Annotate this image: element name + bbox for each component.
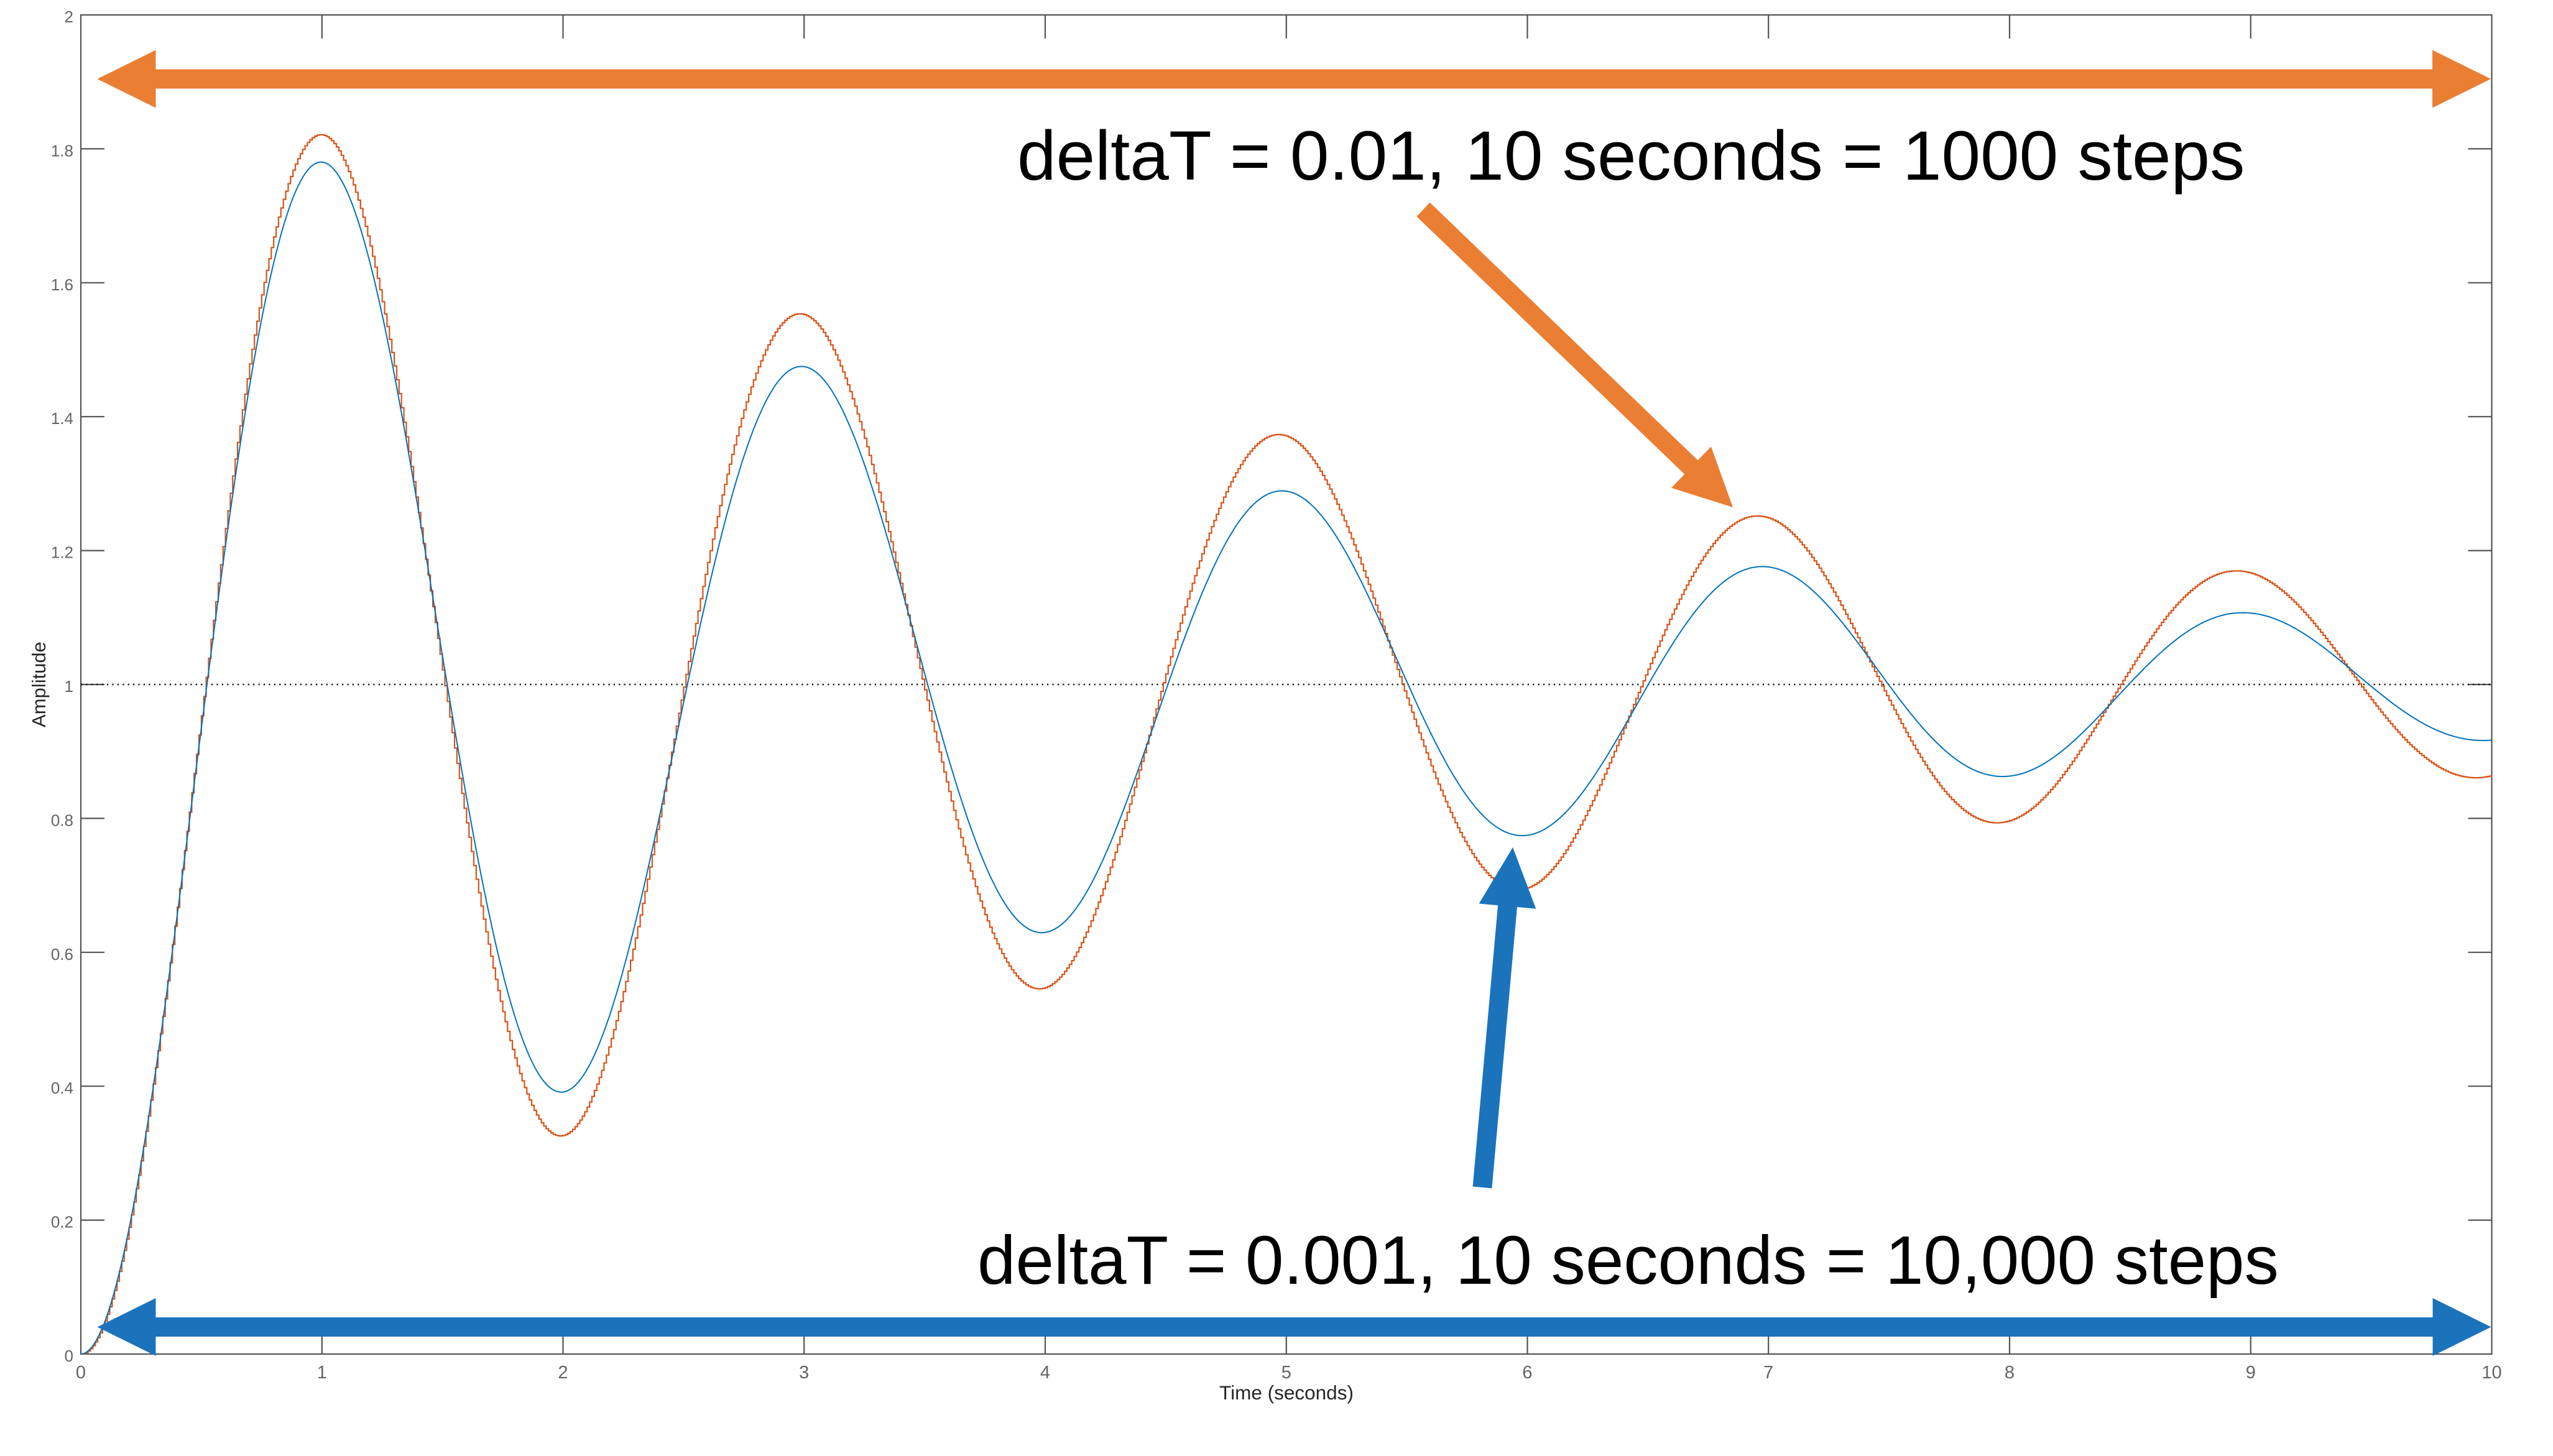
svg-text:9: 9: [2246, 1363, 2256, 1383]
svg-text:1: 1: [65, 677, 73, 696]
svg-text:deltaT = 0.001, 10 seconds = 1: deltaT = 0.001, 10 seconds = 10,000 step…: [977, 1222, 2279, 1299]
svg-text:1: 1: [317, 1363, 327, 1383]
svg-text:0.8: 0.8: [51, 811, 73, 829]
svg-text:1.8: 1.8: [51, 141, 73, 160]
svg-text:0: 0: [76, 1363, 86, 1383]
svg-text:1.6: 1.6: [51, 275, 73, 294]
svg-text:2: 2: [65, 7, 73, 26]
svg-text:8: 8: [2005, 1363, 2015, 1383]
svg-text:0.2: 0.2: [51, 1213, 73, 1232]
svg-text:deltaT = 0.01, 10 seconds = 10: deltaT = 0.01, 10 seconds = 1000 steps: [1017, 116, 2245, 195]
svg-text:6: 6: [1522, 1363, 1532, 1383]
svg-text:10: 10: [2481, 1363, 2501, 1383]
svg-text:5: 5: [1281, 1363, 1291, 1383]
svg-text:0: 0: [65, 1347, 73, 1365]
svg-text:2: 2: [558, 1363, 568, 1383]
svg-text:7: 7: [1763, 1363, 1773, 1383]
svg-text:0.4: 0.4: [51, 1079, 73, 1097]
svg-text:4: 4: [1040, 1363, 1050, 1383]
svg-text:1.4: 1.4: [51, 409, 73, 428]
svg-text:0.6: 0.6: [51, 945, 73, 964]
svg-text:Time (seconds): Time (seconds): [1219, 1381, 1354, 1404]
svg-text:1.2: 1.2: [51, 543, 73, 562]
svg-text:3: 3: [799, 1363, 809, 1383]
svg-text:Amplitude: Amplitude: [28, 642, 50, 727]
